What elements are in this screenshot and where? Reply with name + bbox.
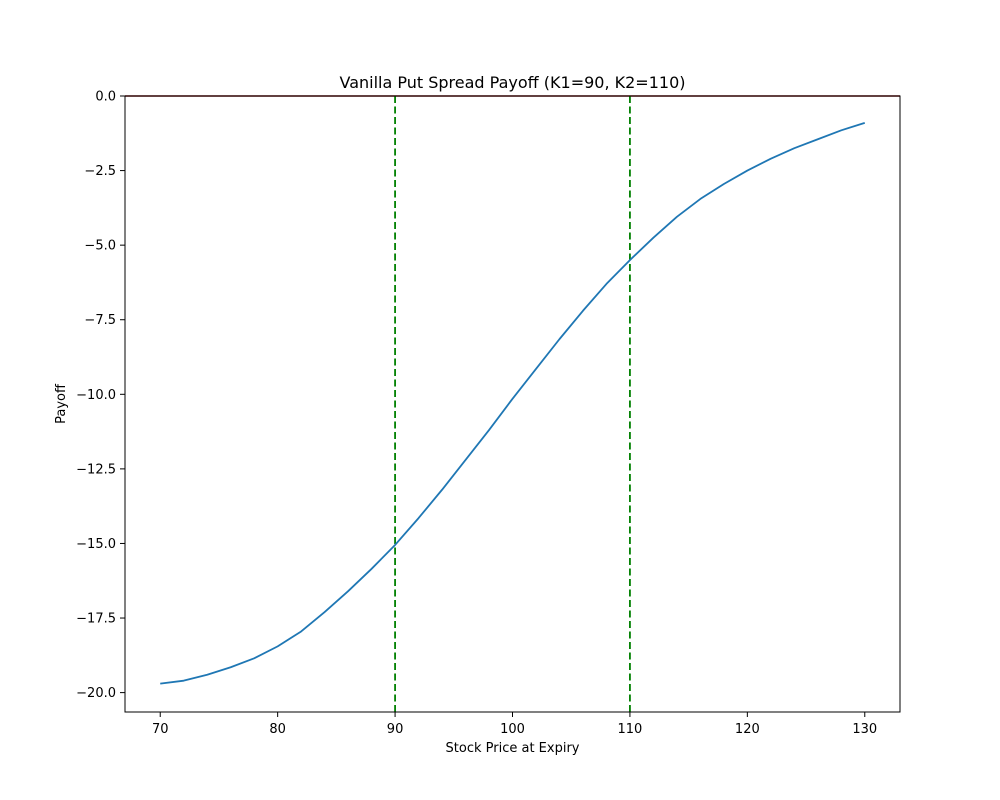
x-tick-label: 120 — [735, 722, 760, 737]
chart-title: Vanilla Put Spread Payoff (K1=90, K2=110… — [340, 73, 686, 92]
y-axis-label: Payoff — [54, 383, 69, 424]
x-axis: 70 80 90 100 110 120 130 — [152, 712, 877, 737]
x-tick-label: 110 — [618, 722, 643, 737]
x-tick-label: 70 — [152, 722, 169, 737]
y-tick-label: −5.0 — [84, 239, 116, 254]
y-tick-label: −15.0 — [76, 537, 116, 552]
y-tick-label: 0.0 — [95, 90, 116, 105]
y-tick-label: −2.5 — [84, 164, 116, 179]
y-tick-label: −7.5 — [84, 313, 116, 328]
x-tick-label: 100 — [500, 722, 525, 737]
x-tick-label: 80 — [269, 722, 286, 737]
y-axis: 0.0 −2.5 −5.0 −7.5 −10.0 −12.5 −15.0 −17.5 −20.0 — [76, 90, 125, 701]
y-tick-label: −10.0 — [76, 388, 116, 403]
y-tick-label: −20.0 — [76, 686, 116, 701]
x-axis-label: Stock Price at Expiry — [446, 741, 580, 756]
y-tick-label: −12.5 — [76, 462, 116, 477]
y-tick-label: −17.5 — [76, 612, 116, 627]
series-line-0 — [160, 121, 866, 685]
x-tick-label: 130 — [852, 722, 877, 737]
x-tick-label: 90 — [387, 722, 404, 737]
